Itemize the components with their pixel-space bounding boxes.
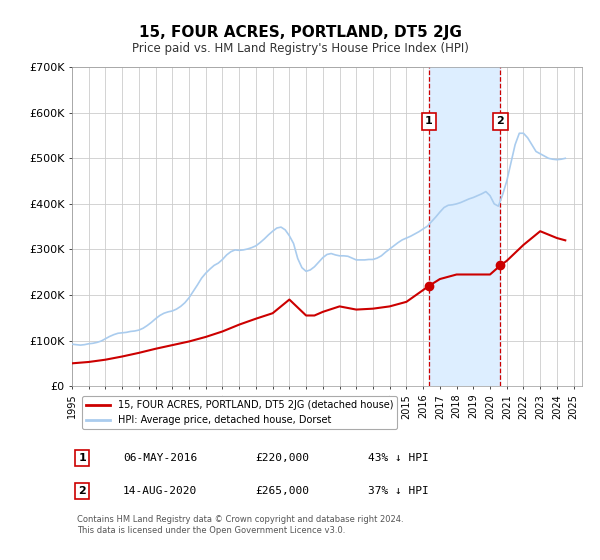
Text: Contains HM Land Registry data © Crown copyright and database right 2024.
This d: Contains HM Land Registry data © Crown c… — [77, 515, 404, 535]
Text: 43% ↓ HPI: 43% ↓ HPI — [368, 453, 428, 463]
Text: 06-MAY-2016: 06-MAY-2016 — [123, 453, 197, 463]
Text: 14-AUG-2020: 14-AUG-2020 — [123, 486, 197, 496]
Legend: 15, FOUR ACRES, PORTLAND, DT5 2JG (detached house), HPI: Average price, detached: 15, FOUR ACRES, PORTLAND, DT5 2JG (detac… — [82, 396, 397, 429]
Text: 2: 2 — [497, 116, 504, 127]
Text: Price paid vs. HM Land Registry's House Price Index (HPI): Price paid vs. HM Land Registry's House … — [131, 42, 469, 55]
Text: £220,000: £220,000 — [256, 453, 310, 463]
Text: 2: 2 — [79, 486, 86, 496]
Text: 1: 1 — [79, 453, 86, 463]
Text: 37% ↓ HPI: 37% ↓ HPI — [368, 486, 428, 496]
Text: 15, FOUR ACRES, PORTLAND, DT5 2JG: 15, FOUR ACRES, PORTLAND, DT5 2JG — [139, 25, 461, 40]
Text: 1: 1 — [425, 116, 433, 127]
Bar — [429, 67, 500, 386]
Text: £265,000: £265,000 — [256, 486, 310, 496]
